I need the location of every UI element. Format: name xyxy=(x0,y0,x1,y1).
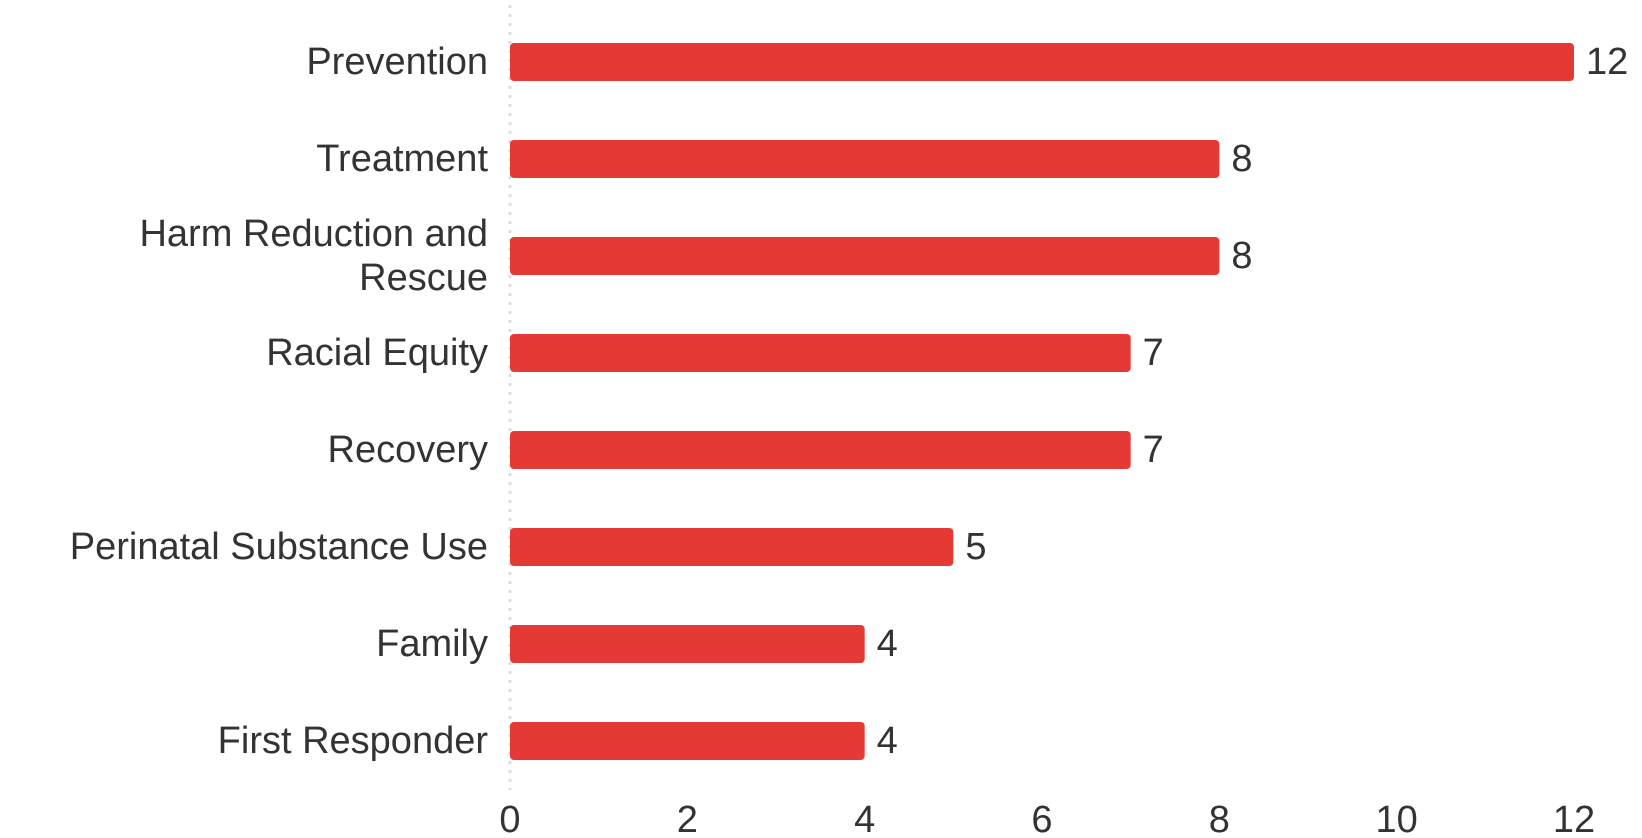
category-label-line: Perinatal Substance Use xyxy=(70,526,488,568)
bar-5 xyxy=(510,528,954,566)
category-label-line: Family xyxy=(376,623,488,665)
category-label-line: Prevention xyxy=(306,41,488,83)
category-label-6: Family xyxy=(376,623,488,665)
value-label-5: 5 xyxy=(965,526,986,568)
category-label-line: First Responder xyxy=(218,720,489,762)
bars-group xyxy=(510,43,1574,760)
value-label-2: 8 xyxy=(1231,235,1252,277)
x-tick-label-0: 0 xyxy=(499,799,520,838)
category-label-line: Treatment xyxy=(316,138,488,180)
category-label-7: First Responder xyxy=(218,720,489,762)
x-tick-label-6: 12 xyxy=(1553,799,1595,838)
bar-4 xyxy=(510,431,1131,469)
category-label-1: Treatment xyxy=(316,138,488,180)
category-label-2: Harm Reduction and Rescue xyxy=(139,213,488,299)
category-label-5: Perinatal Substance Use xyxy=(70,526,488,568)
value-label-0: 12 xyxy=(1586,41,1628,83)
category-label-4: Recovery xyxy=(328,429,489,471)
value-label-7: 4 xyxy=(877,720,898,762)
bar-0 xyxy=(510,43,1574,81)
category-label-line: Harm Reduction and xyxy=(139,213,488,255)
x-tick-label-1: 2 xyxy=(677,799,698,838)
value-label-6: 4 xyxy=(877,623,898,665)
x-tick-label-3: 6 xyxy=(1031,799,1052,838)
category-label-0: Prevention xyxy=(306,41,488,83)
category-label-line: Rescue xyxy=(359,257,488,299)
value-label-1: 8 xyxy=(1231,138,1252,180)
x-tick-label-2: 4 xyxy=(854,799,875,838)
x-tick-label-4: 8 xyxy=(1209,799,1230,838)
value-label-4: 7 xyxy=(1143,429,1164,471)
bar-6 xyxy=(510,625,865,663)
bar-3 xyxy=(510,334,1131,372)
bar-1 xyxy=(510,140,1220,178)
x-tick-labels-group: 0 2 4 6 8 10 12 xyxy=(499,799,1595,838)
value-label-3: 7 xyxy=(1143,332,1164,374)
x-tick-label-5: 10 xyxy=(1376,799,1418,838)
category-label-line: Recovery xyxy=(328,429,489,471)
bar-7 xyxy=(510,722,865,760)
category-label-3: Racial Equity xyxy=(266,332,488,374)
category-label-line: Racial Equity xyxy=(266,332,488,374)
category-labels-group: Prevention Treatment Harm Reduction and Res… xyxy=(70,41,489,762)
bar-2 xyxy=(510,237,1220,275)
value-labels-group: 12 8 8 7 7 5 4 4 xyxy=(877,41,1629,762)
